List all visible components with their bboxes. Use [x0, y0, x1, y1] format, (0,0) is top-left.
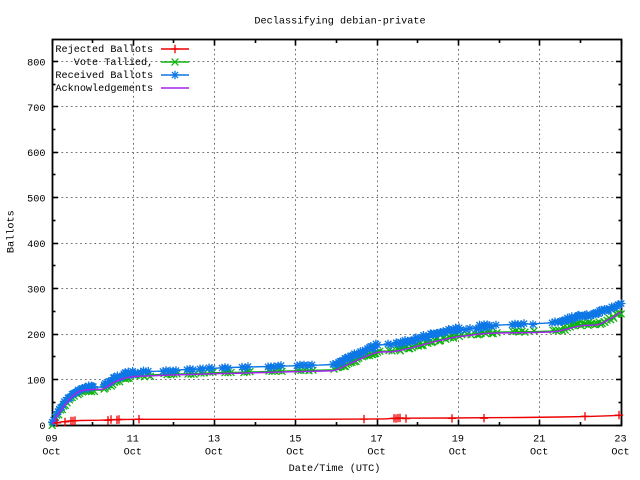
svg-text:400: 400 — [27, 240, 45, 251]
svg-text:19: 19 — [452, 435, 464, 446]
svg-text:500: 500 — [27, 195, 45, 206]
svg-text:23: 23 — [614, 435, 626, 446]
svg-text:13: 13 — [208, 435, 220, 446]
svg-text:Oct: Oct — [286, 448, 304, 459]
svg-text:0: 0 — [39, 422, 45, 433]
svg-text:300: 300 — [27, 286, 45, 297]
svg-text:Oct: Oct — [449, 448, 467, 459]
svg-text:21: 21 — [533, 435, 545, 446]
svg-text:09: 09 — [45, 435, 57, 446]
svg-text:600: 600 — [27, 149, 45, 160]
svg-text:Oct: Oct — [530, 448, 548, 459]
svg-text:17: 17 — [370, 435, 382, 446]
svg-text:Oct: Oct — [205, 448, 223, 459]
svg-text:100: 100 — [27, 377, 45, 388]
svg-text:Received Ballots: Received Ballots — [55, 70, 153, 82]
svg-text:Oct: Oct — [611, 448, 629, 459]
svg-text:Oct: Oct — [367, 448, 385, 459]
svg-text:Oct: Oct — [124, 448, 142, 459]
svg-text:15: 15 — [289, 435, 301, 446]
svg-text:11: 11 — [127, 435, 139, 446]
svg-text:Oct: Oct — [42, 448, 60, 459]
svg-text:Vote Tallied,: Vote Tallied, — [74, 57, 153, 69]
svg-text:Ballots: Ballots — [6, 210, 18, 253]
svg-text:Declassifying debian-private: Declassifying debian-private — [254, 16, 425, 28]
svg-text:Acknowledgements: Acknowledgements — [55, 83, 153, 95]
svg-text:Rejected Ballots: Rejected Ballots — [55, 44, 153, 56]
svg-text:800: 800 — [27, 58, 45, 69]
svg-text:200: 200 — [27, 331, 45, 342]
svg-text:700: 700 — [27, 104, 45, 115]
svg-text:Date/Time (UTC): Date/Time (UTC) — [289, 463, 381, 475]
